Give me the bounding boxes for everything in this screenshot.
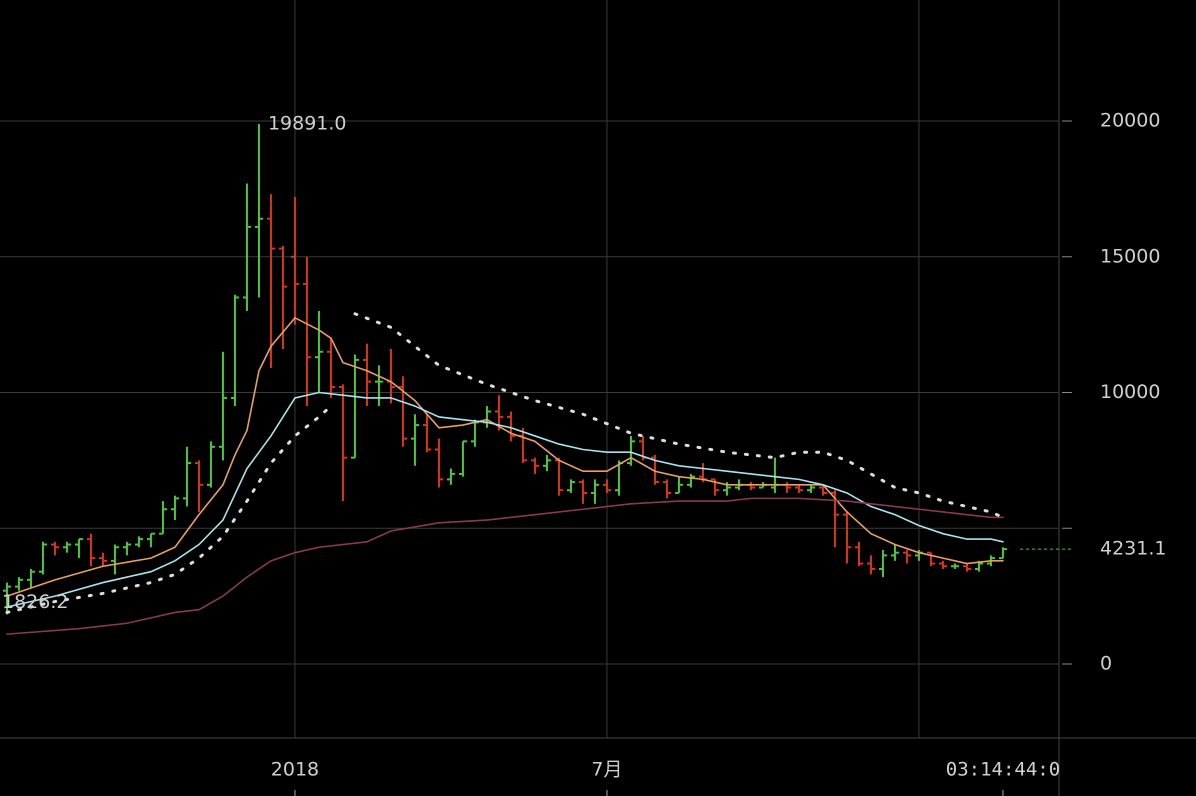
x-tick-label: 7月: [591, 759, 622, 781]
indicator-line: [6, 391, 1004, 608]
countdown-label: 03:14:44:0: [946, 759, 1060, 781]
high-label: 19891.0: [268, 112, 347, 134]
last-price-label: 4231.1: [1100, 538, 1166, 560]
low-label: 1826.2: [2, 591, 68, 613]
y-tick-label: 20000: [1100, 110, 1160, 132]
y-tick-label: 15000: [1100, 245, 1160, 267]
y-tick-label: 0: [1100, 652, 1112, 674]
indicator-line: [6, 497, 1004, 635]
indicator-line: [6, 316, 1004, 597]
x-tick-label: 2018: [271, 759, 319, 781]
y-tick-label: 10000: [1100, 381, 1160, 403]
indicator-line: [5, 312, 1005, 614]
